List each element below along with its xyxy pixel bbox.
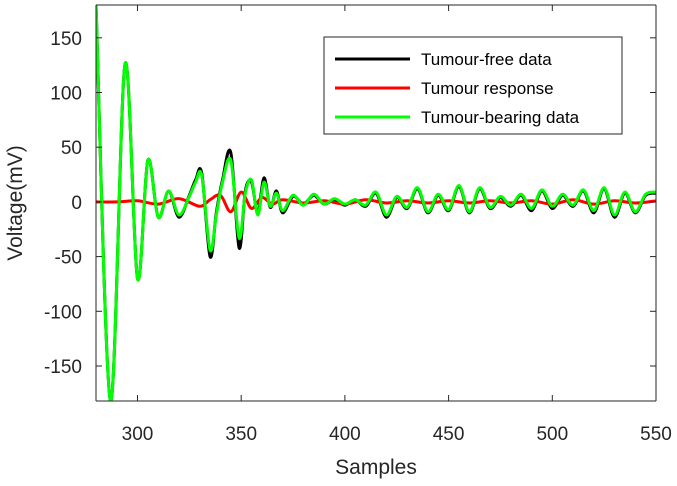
y-tick-label: 100 — [50, 84, 82, 105]
y-tick-label: 0 — [71, 193, 82, 214]
legend: Tumour-free data Tumour response Tumour-be… — [323, 36, 623, 135]
legend-label-tumour-bearing-data: Tumour-bearing data — [421, 108, 580, 127]
x-tick-label: 450 — [433, 424, 465, 445]
y-axis-label: Voltage(mV) — [4, 145, 27, 261]
x-axis-label: Samples — [335, 456, 417, 479]
x-tick-label: 350 — [225, 424, 257, 445]
x-tick-label: 400 — [329, 424, 361, 445]
series-layer — [96, 5, 656, 401]
y-tick-label: 150 — [50, 29, 82, 50]
y-tick-label: 50 — [61, 138, 82, 159]
x-tick-label: 300 — [122, 424, 154, 445]
legend-label-tumour-free-data: Tumour-free data — [421, 50, 552, 69]
y-tick-label: -100 — [44, 302, 82, 323]
y-ticks: -150 -100 -50 0 50 100 150 — [44, 29, 656, 378]
x-tick-label: 550 — [640, 424, 672, 445]
y-tick-label: -50 — [55, 248, 82, 269]
x-tick-label: 500 — [536, 424, 568, 445]
x-ticks: 300 350 400 450 500 550 — [122, 5, 672, 445]
y-tick-label: -150 — [44, 357, 82, 378]
axes-box — [95, 4, 657, 402]
legend-label-tumour-response: Tumour response — [421, 79, 554, 98]
series-line-tumour-bearing-data — [96, 5, 656, 401]
